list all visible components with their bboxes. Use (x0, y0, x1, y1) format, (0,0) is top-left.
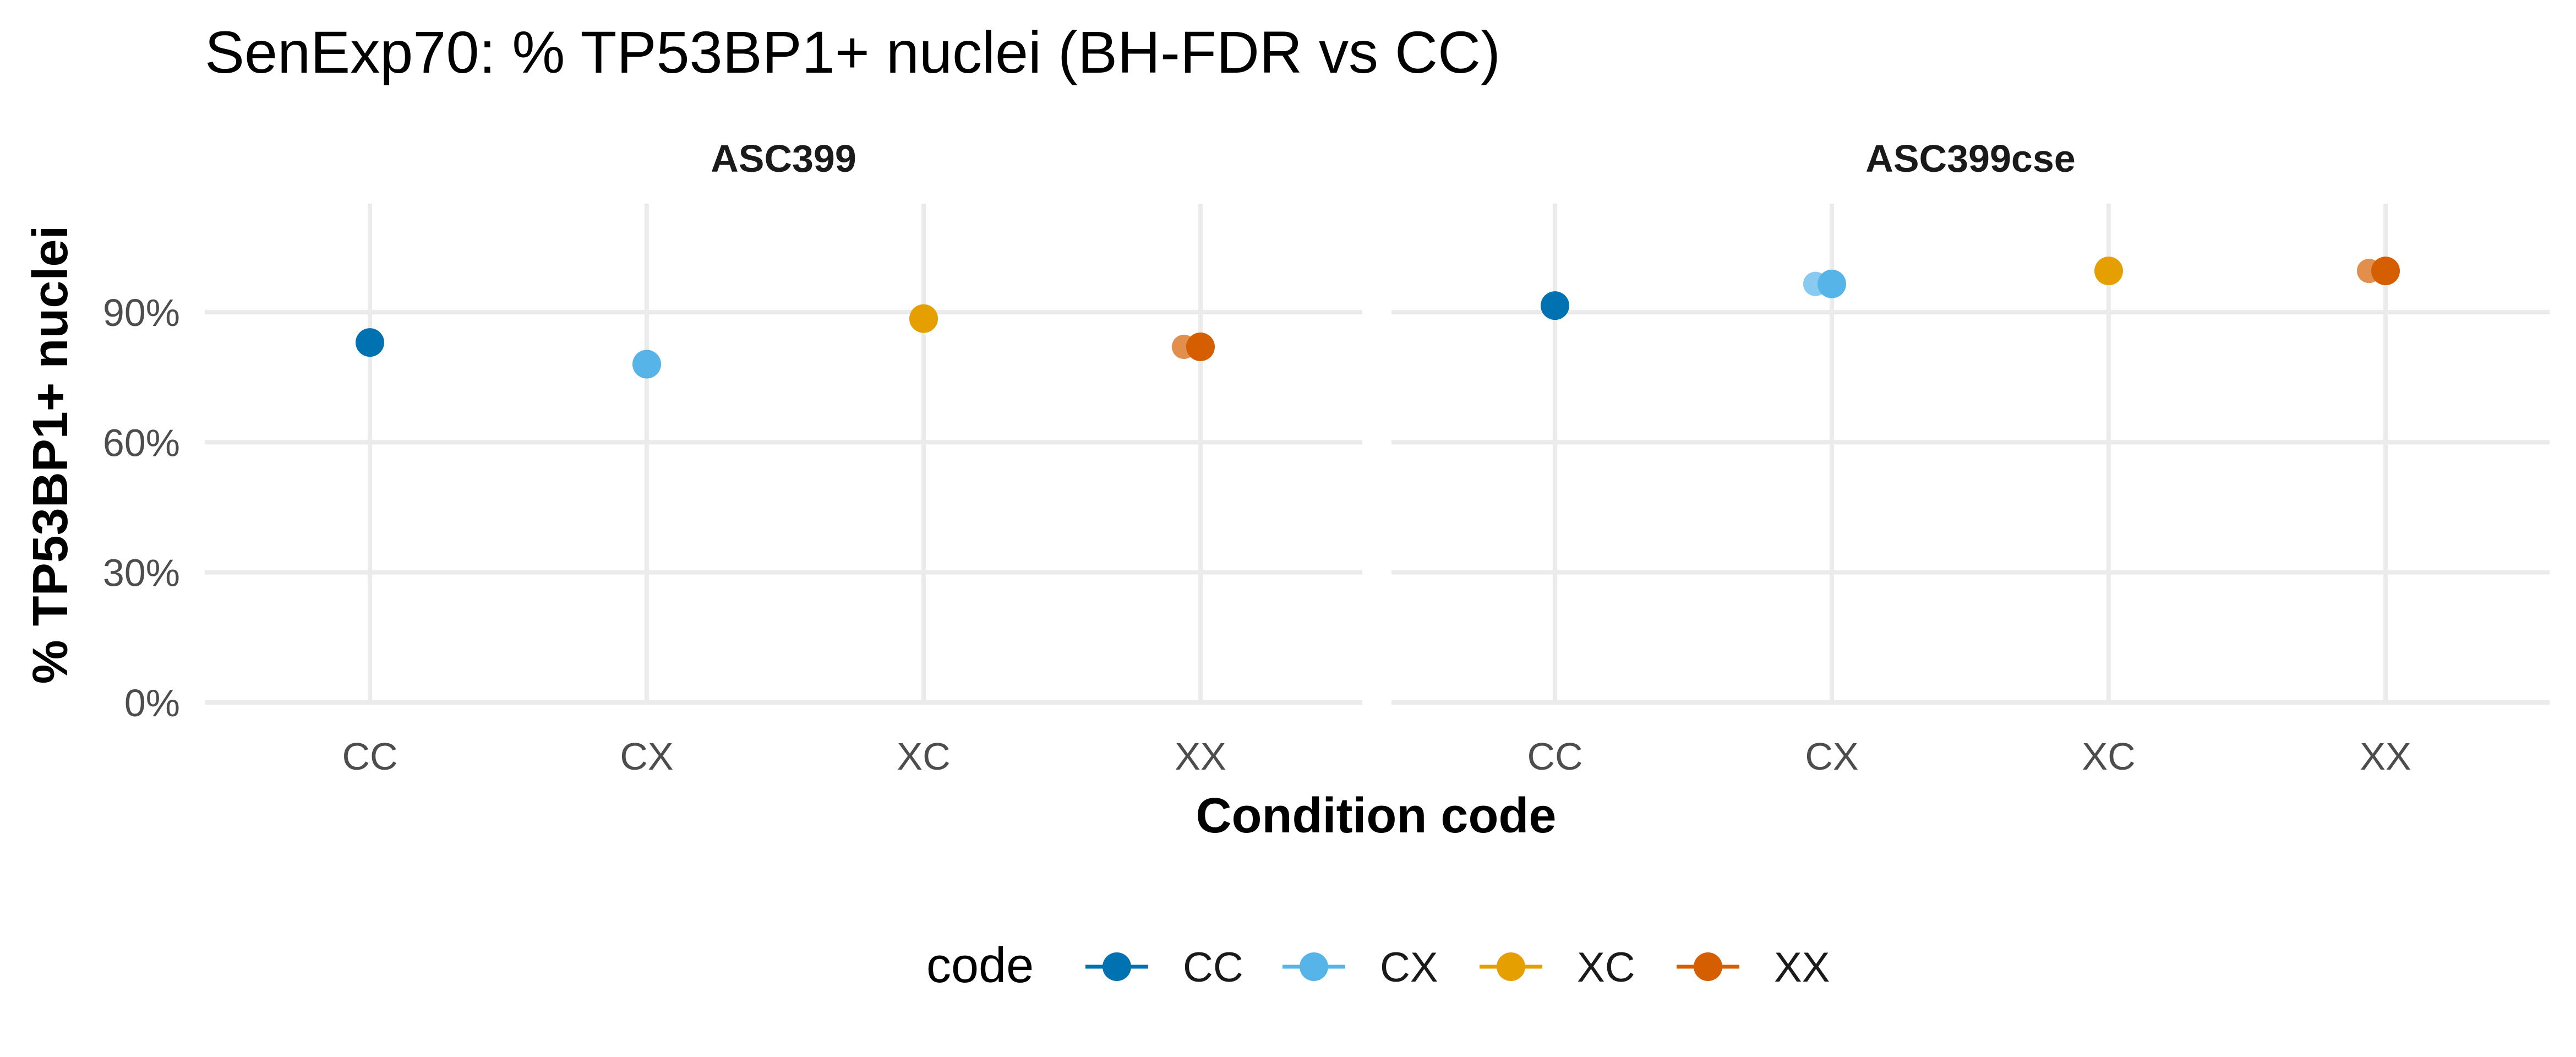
legend-entries: CC CX XC XX (1085, 944, 1830, 991)
legend-entry: CC (1085, 944, 1243, 991)
facet-panel: ASC399cse CC CX XC XX (1391, 137, 2550, 778)
legend-key-dot (1497, 952, 1525, 981)
data-point (1818, 269, 1846, 298)
legend-key-dot (1694, 952, 1722, 981)
legend-key-dot (1103, 952, 1131, 981)
x-axis-title: Condition code (1196, 788, 1557, 843)
facet-panels: ASC399 CC CX XC XX ASC399cse CC CX XC XX (205, 137, 2550, 778)
legend-entry: XC (1480, 944, 1635, 991)
legend-key-dot (1300, 952, 1328, 981)
x-tick-label: CC (1527, 735, 1582, 778)
y-axis-ticks: 0% 30% 60% 90% (103, 291, 180, 724)
y-tick-label: 30% (103, 552, 180, 595)
chart-title: SenExp70: % TP53BP1+ nuclei (BH-FDR vs C… (205, 19, 1500, 85)
x-tick-label: CC (342, 735, 397, 778)
legend-title: code (926, 938, 1034, 993)
legend: code CC CX XC XX (926, 938, 1830, 993)
x-tick-label: XX (2360, 735, 2411, 778)
data-point (2371, 257, 2400, 286)
data-point (356, 328, 384, 357)
facet-label: ASC399cse (1865, 137, 2075, 180)
legend-label: XX (1774, 944, 1830, 991)
data-point (909, 304, 938, 333)
legend-label: CX (1380, 944, 1438, 991)
y-tick-label: 0% (124, 682, 180, 724)
x-tick-label: CX (620, 735, 673, 778)
legend-label: XC (1577, 944, 1635, 991)
legend-label: CC (1183, 944, 1243, 991)
y-tick-label: 90% (103, 291, 180, 334)
facet-panel: ASC399 CC CX XC XX (205, 137, 1362, 778)
legend-entry: CX (1282, 944, 1438, 991)
x-tick-label: XX (1175, 735, 1226, 778)
data-point (1186, 332, 1215, 361)
x-tick-label: CX (1805, 735, 1858, 778)
y-axis-title: % TP53BP1+ nuclei (23, 226, 78, 684)
facet-label: ASC399 (711, 137, 856, 180)
data-point (1541, 291, 1569, 320)
data-point (2094, 257, 2123, 286)
y-tick-label: 60% (103, 421, 180, 464)
x-tick-label: XC (2082, 735, 2135, 778)
x-tick-label: XC (897, 735, 950, 778)
legend-entry: XX (1677, 944, 1830, 991)
data-point (632, 350, 661, 379)
